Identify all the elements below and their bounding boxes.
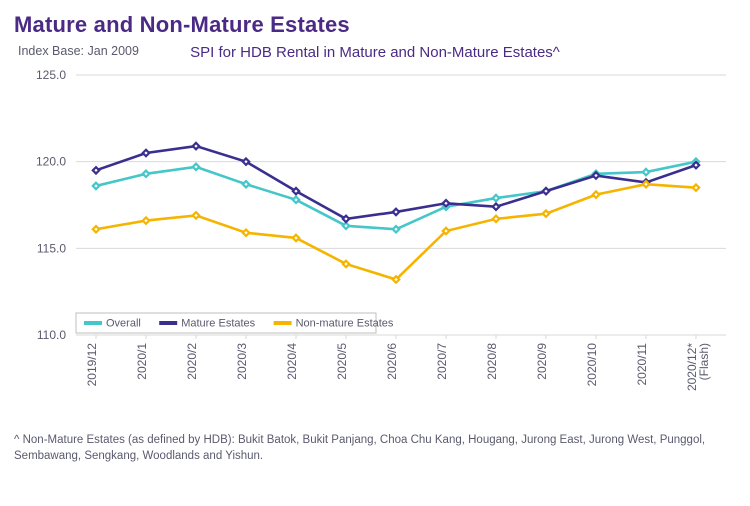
series-marker	[243, 181, 249, 187]
footnote-text: ^ Non-Mature Estates (as defined by HDB)…	[14, 433, 736, 464]
series-marker	[493, 195, 499, 201]
x-axis-label: 2020/4	[285, 343, 299, 380]
chart-area: 110.0 115.0 120.0 125.0 Overall Mature Estate…	[14, 67, 736, 427]
series-marker	[243, 158, 249, 164]
svg-text:2020/2: 2020/2	[185, 343, 199, 380]
y-axis-label: 110.0	[37, 328, 66, 342]
series-marker	[543, 188, 549, 194]
x-axis-label: 2020/1	[135, 343, 149, 380]
svg-text:2020/5: 2020/5	[335, 343, 349, 380]
legend-label: Overall	[106, 318, 141, 330]
x-axis-label: 2020/2	[185, 343, 199, 380]
svg-text:2020/9: 2020/9	[535, 343, 549, 380]
series-marker	[393, 276, 399, 282]
series-marker	[443, 200, 449, 206]
x-axis-label: 2020/11	[635, 343, 649, 386]
series-marker	[343, 216, 349, 222]
series-marker	[543, 210, 549, 216]
series-marker	[693, 184, 699, 190]
svg-text:(Flash): (Flash)	[697, 343, 711, 380]
series-marker	[643, 181, 649, 187]
series-marker	[193, 212, 199, 218]
y-axis-label: 125.0	[36, 68, 66, 82]
series-marker	[293, 197, 299, 203]
series-marker	[93, 167, 99, 173]
x-axis-label: 2019/12	[85, 343, 99, 387]
legend-label: Mature Estates	[181, 318, 255, 330]
series-marker	[143, 150, 149, 156]
svg-text:2020/11: 2020/11	[635, 343, 649, 386]
series-marker	[343, 261, 349, 267]
series-marker	[643, 169, 649, 175]
x-axis-label: 2020/6	[385, 343, 399, 380]
x-axis-label: 2020/7	[435, 343, 449, 380]
svg-text:2019/12: 2019/12	[85, 343, 99, 387]
series-marker	[393, 209, 399, 215]
x-axis-label: 2020/9	[535, 343, 549, 380]
legend-label: Non-mature Estates	[296, 318, 394, 330]
svg-text:2020/10: 2020/10	[585, 343, 599, 387]
series-marker	[593, 191, 599, 197]
y-axis-label: 120.0	[36, 155, 66, 169]
series-marker	[193, 164, 199, 170]
series-marker	[593, 172, 599, 178]
series-marker	[143, 217, 149, 223]
series-marker	[193, 143, 199, 149]
svg-text:2020/1: 2020/1	[135, 343, 149, 380]
x-axis-label: 2020/8	[485, 343, 499, 380]
page-title: Mature and Non-Mature Estates	[14, 12, 736, 38]
series-marker	[493, 216, 499, 222]
line-chart-svg: 110.0 115.0 120.0 125.0 Overall Mature Estate…	[14, 67, 736, 427]
x-axis-label: 2020/10	[585, 343, 599, 387]
svg-text:2020/7: 2020/7	[435, 343, 449, 380]
series-marker	[143, 171, 149, 177]
series-line	[96, 162, 696, 230]
svg-text:2020/4: 2020/4	[285, 343, 299, 380]
series-marker	[293, 188, 299, 194]
series-marker	[93, 226, 99, 232]
series-marker	[93, 183, 99, 189]
svg-text:2020/3: 2020/3	[235, 343, 249, 380]
series-marker	[493, 204, 499, 210]
series-marker	[393, 226, 399, 232]
x-axis-label: 2020/3	[235, 343, 249, 380]
series-marker	[693, 162, 699, 168]
series-marker	[293, 235, 299, 241]
x-axis-label: 2020/12*(Flash)	[685, 343, 711, 391]
series-marker	[243, 230, 249, 236]
series-marker	[443, 228, 449, 234]
svg-text:2020/6: 2020/6	[385, 343, 399, 380]
svg-text:2020/8: 2020/8	[485, 343, 499, 380]
y-axis-label: 115.0	[37, 241, 66, 255]
x-axis-label: 2020/5	[335, 343, 349, 380]
